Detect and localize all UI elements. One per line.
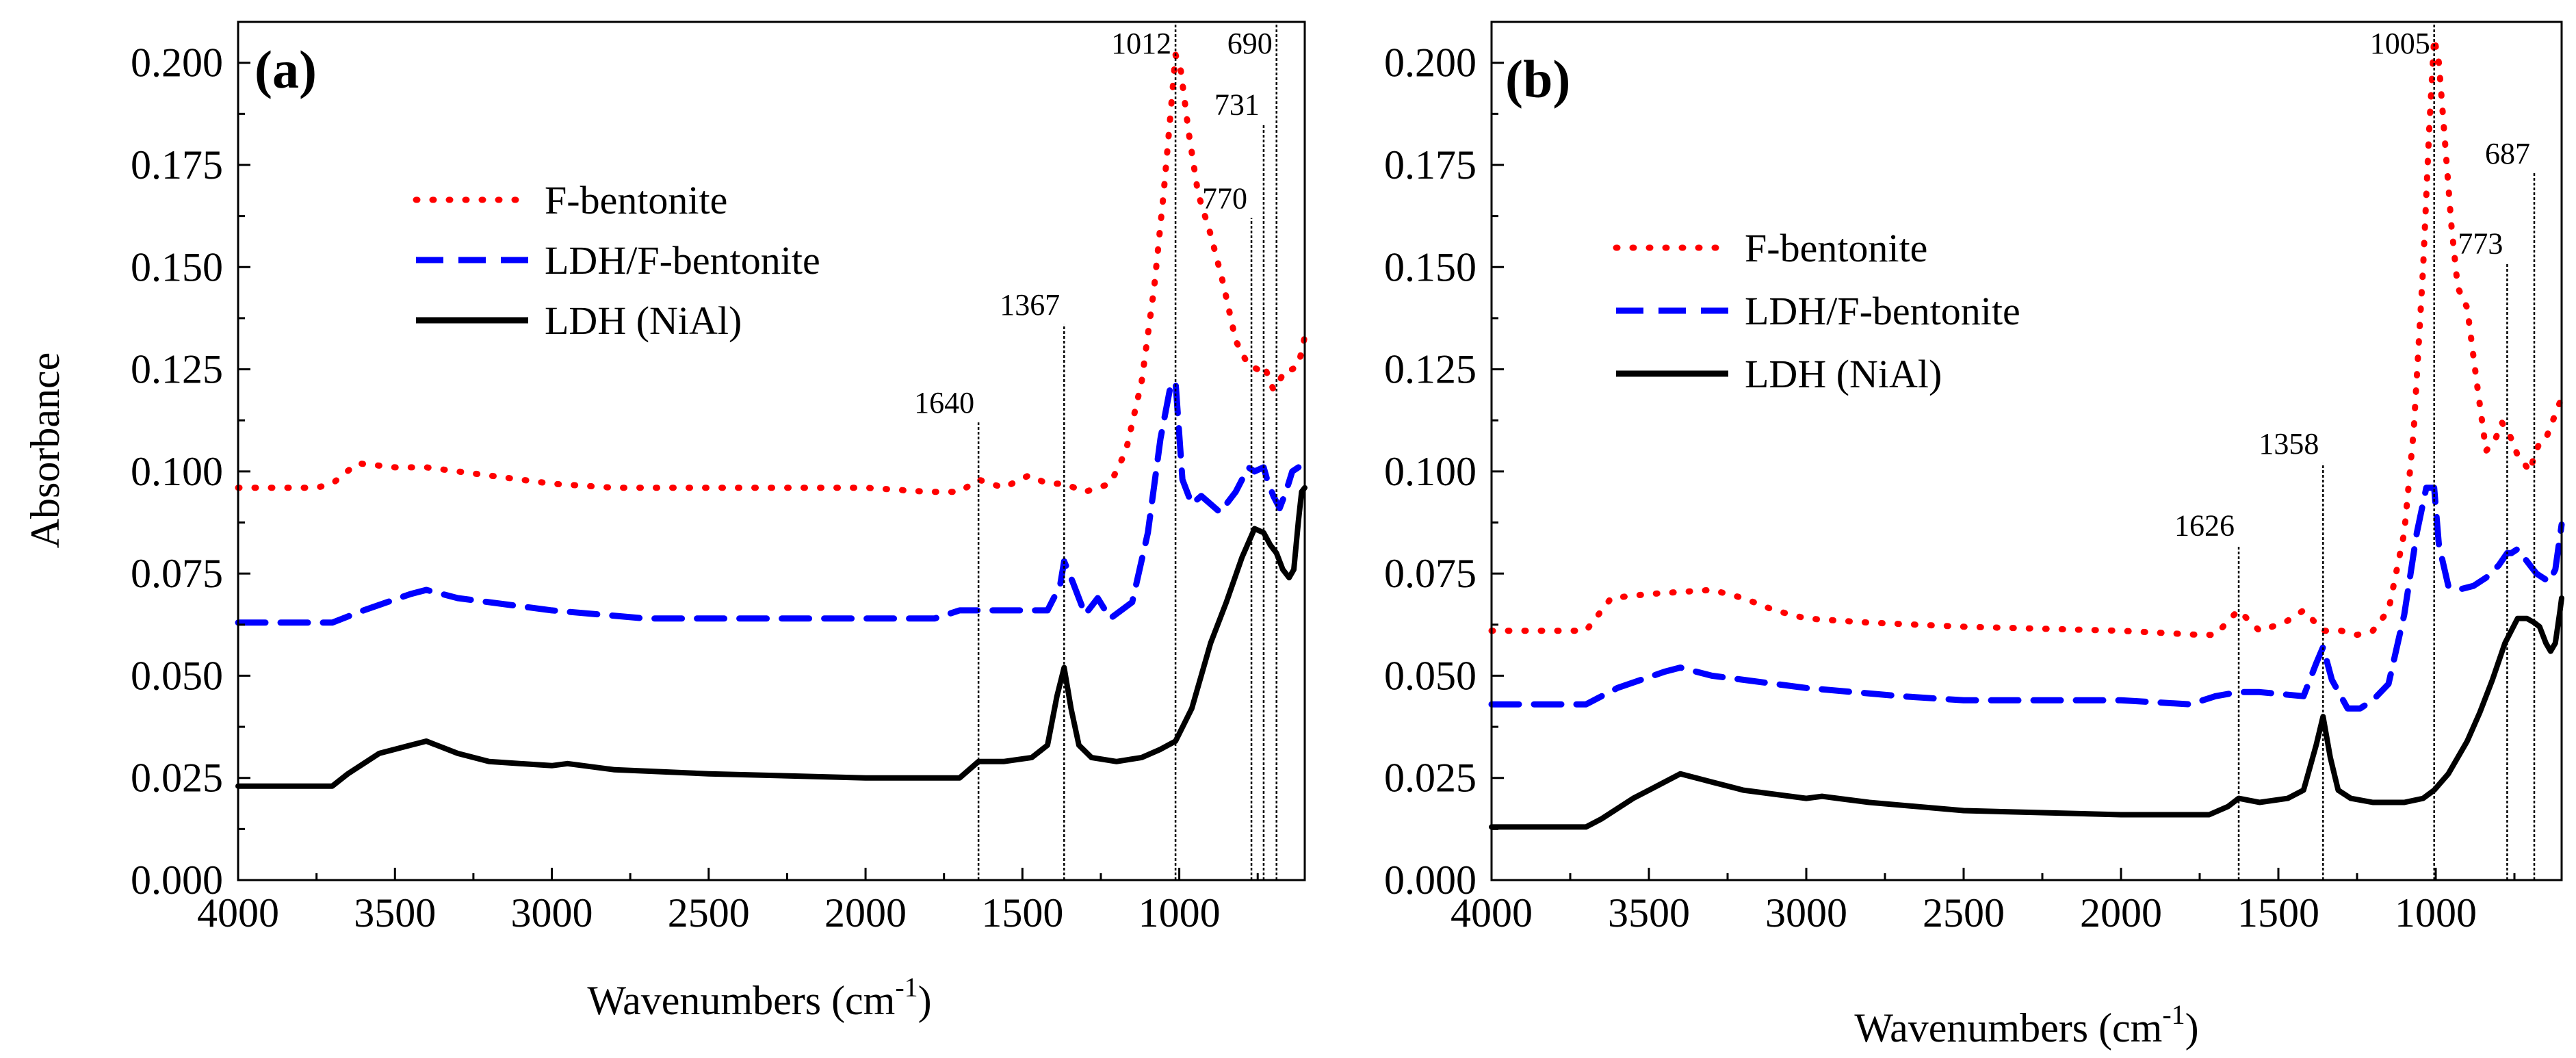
panel-b: 1626 1358 1005 773 687 4000 3500 3000 2500 2000 1…	[1384, 21, 2565, 1050]
panel-b-y-ticks: 0.000 0.025 0.050 0.075 0.100 0.125 0.150 0.175…	[1384, 40, 1504, 903]
panel-a-x-tick-label: 2000	[824, 890, 907, 936]
panel-b-x-tick-label: 1500	[2237, 890, 2319, 936]
panel-a-x-tick-label: 2500	[668, 890, 750, 936]
panel-a-y-tick-label: 0.125	[131, 347, 223, 392]
panel-b-y-tick-label: 0.000	[1384, 857, 1476, 903]
panel-a-y-tick-label: 0.150	[131, 244, 223, 289]
panel-a-y-ticks: 0.000 0.025 0.050 0.075 0.100 0.125 0.150 0.175…	[131, 40, 250, 903]
panel-a-y-tick-label: 0.200	[131, 40, 223, 86]
panel-a-series	[235, 51, 1308, 789]
panel-a-peak-label-1640: 1640	[914, 386, 974, 420]
panel-b-series-ldh-f-bentonite	[1488, 485, 2565, 712]
x-axis-title-end: )	[918, 978, 932, 1023]
panel-a-x-tick-label: 4000	[197, 890, 279, 936]
x-axis-title-main: Wavenumbers (cm	[1854, 1005, 2162, 1050]
panel-b-x-tick-label: 3000	[1765, 890, 1847, 936]
panel-b-x-tick-label: 3500	[1608, 890, 1690, 936]
panel-a-y-tick-label: 0.100	[131, 449, 223, 494]
panel-a-y-tick-label: 0.175	[131, 142, 223, 188]
panel-a-y-tick-label: 0.050	[131, 653, 223, 698]
panel-b-y-tick-label: 0.100	[1384, 449, 1476, 494]
panel-a: 1640 1367 1012 770 731 690 4000 3500 3000 2500 20…	[23, 21, 1308, 1023]
panel-a-series-ldh-nial	[235, 485, 1307, 789]
panel-a-series-f-bentonite	[235, 51, 1308, 495]
panel-b-x-axis-title: Wavenumbers (cm-1)	[1854, 999, 2198, 1050]
legend-label-f-bentonite: F-bentonite	[545, 178, 727, 222]
panel-b-series	[1488, 35, 2565, 830]
panel-b-peak-label-1005: 1005	[2370, 27, 2430, 60]
panel-a-peak-label-731: 731	[1214, 88, 1260, 121]
panel-b-peak-label-773: 773	[2458, 227, 2503, 260]
panel-b-y-tick-label: 0.125	[1384, 347, 1476, 392]
x-axis-title-sup: -1	[2162, 999, 2185, 1030]
panel-a-x-ticks: 4000 3500 3000 2500 2000 1500 1000	[197, 868, 1259, 936]
panel-b-peak-label-1358: 1358	[2259, 427, 2319, 461]
panel-b-x-tick-label: 2000	[2080, 890, 2162, 936]
panel-a-y-tick-label: 0.000	[131, 857, 223, 903]
panel-b-x-tick-label: 1000	[2395, 890, 2477, 936]
panel-b-x-tick-label: 4000	[1450, 890, 1533, 936]
panel-a-x-tick-label: 3500	[354, 890, 436, 936]
panel-a-x-tick-label: 1000	[1139, 890, 1221, 936]
panel-b-series-ldh-nial	[1489, 595, 2564, 830]
legend-label-ldh-f-bentonite: LDH/F-bentonite	[1745, 289, 2020, 333]
panel-b-plot-frame	[1490, 21, 2563, 881]
legend-label-ldh-nial: LDH (NiAl)	[545, 298, 742, 343]
panel-b-peak-label-1626: 1626	[2174, 508, 2235, 542]
panel-b-x-tick-label: 2500	[1923, 890, 2005, 936]
panel-b-y-tick-label: 0.175	[1384, 142, 1476, 188]
panel-b-peak-label-687: 687	[2485, 137, 2530, 170]
panel-b-legend: F-bentonite LDH/F-bentonite LDH (NiAl)	[1613, 226, 2020, 396]
panel-a-legend: F-bentonite LDH/F-bentonite LDH (NiAl)	[413, 178, 820, 343]
panel-a-x-tick-label: 1500	[981, 890, 1063, 936]
legend-label-f-bentonite: F-bentonite	[1745, 226, 1927, 270]
panel-a-peak-label-1367: 1367	[1000, 288, 1060, 322]
panel-b-y-tick-label: 0.025	[1384, 756, 1476, 801]
panel-a-peak-label-770: 770	[1202, 182, 1247, 216]
legend-label-ldh-nial: LDH (NiAl)	[1745, 352, 1942, 396]
panel-b-y-tick-label: 0.200	[1384, 40, 1476, 86]
panel-a-label: (a)	[255, 40, 317, 99]
panel-b-y-tick-label: 0.050	[1384, 653, 1476, 698]
panel-a-x-axis-title: Wavenumbers (cm-1)	[587, 972, 931, 1023]
x-axis-title-sup: -1	[895, 972, 918, 1003]
panel-b-y-tick-label: 0.150	[1384, 244, 1476, 289]
panel-b-label: (b)	[1505, 49, 1570, 109]
panel-a-peak-lines: 1640 1367 1012 770 731 690	[914, 22, 1277, 880]
panel-a-x-tick-label: 3000	[511, 890, 593, 936]
panel-b-series-f-bentonite	[1488, 35, 2565, 638]
x-axis-title-main: Wavenumbers (cm	[587, 978, 895, 1023]
panel-a-peak-label-690: 690	[1227, 27, 1273, 60]
x-axis-title-end: )	[2185, 1005, 2199, 1050]
panel-b-y-tick-label: 0.075	[1384, 551, 1476, 596]
panel-b-x-ticks: 4000 3500 3000 2500 2000 1500 1000	[1450, 868, 2516, 936]
panel-a-y-tick-label: 0.025	[131, 756, 223, 801]
panel-a-series-ldh-f-bentonite	[235, 378, 1302, 626]
panel-a-y-axis-title: Absorbance	[23, 352, 68, 549]
panel-a-y-tick-label: 0.075	[131, 551, 223, 596]
panel-a-plot-frame	[237, 21, 1306, 881]
legend-label-ldh-f-bentonite: LDH/F-bentonite	[545, 238, 820, 283]
panel-a-peak-label-1012: 1012	[1111, 27, 1171, 60]
panel-b-peak-lines: 1626 1358 1005 773 687	[2174, 22, 2536, 880]
